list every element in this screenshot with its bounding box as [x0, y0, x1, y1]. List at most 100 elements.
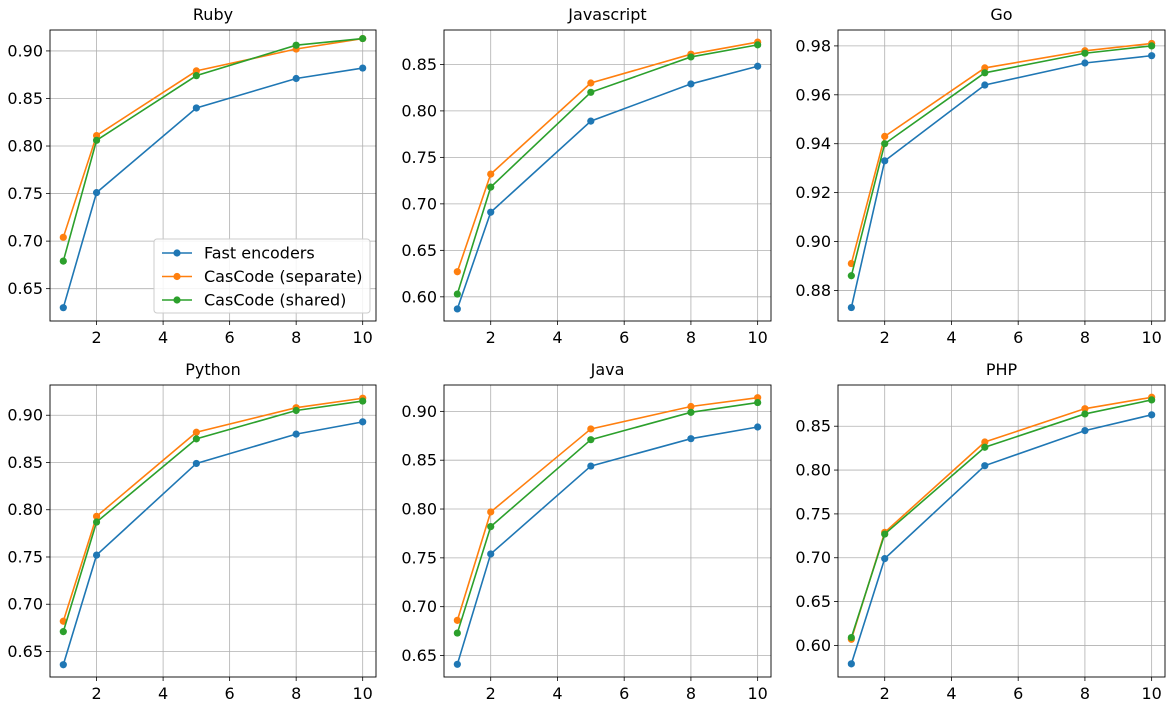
y-tick-label: 0.92: [795, 183, 831, 202]
data-point-fast: [687, 435, 695, 443]
y-tick-label: 0.80: [795, 461, 831, 480]
x-tick-label: 6: [225, 684, 235, 703]
y-tick-label: 0.85: [7, 453, 43, 472]
y-tick-label: 0.98: [795, 36, 831, 55]
x-tick-label: 2: [91, 684, 101, 703]
legend: Fast encoders CasCode (separate) CasCode (…: [153, 238, 371, 314]
y-tick-label: 0.90: [7, 406, 43, 425]
data-point-shared: [487, 523, 495, 531]
data-point-shared: [881, 530, 889, 538]
data-point-fast: [881, 555, 889, 563]
data-point-fast: [92, 551, 101, 559]
y-tick-label: 0.75: [7, 547, 43, 566]
legend-marker-fast: [173, 249, 181, 257]
data-point-fast: [92, 189, 101, 197]
x-tick-label: 6: [619, 328, 629, 347]
data-point-separate: [487, 170, 495, 178]
x-tick-label: 2: [486, 684, 496, 703]
x-tick-label: 10: [353, 328, 373, 347]
y-tick-label: 0.70: [401, 194, 437, 213]
data-point-shared: [754, 398, 762, 407]
data-point-shared: [587, 88, 595, 96]
data-point-separate: [587, 79, 595, 87]
data-point-separate: [847, 259, 855, 268]
data-point-shared: [1081, 49, 1089, 57]
y-tick-label: 0.70: [795, 548, 831, 567]
data-point-shared: [687, 53, 695, 61]
x-tick-label: 8: [1080, 328, 1090, 347]
y-tick-label: 0.88: [795, 281, 831, 300]
x-tick-label: 6: [1013, 328, 1023, 347]
y-tick-label: 0.80: [7, 500, 43, 519]
data-point-fast: [487, 550, 495, 558]
data-point-fast: [981, 81, 989, 89]
data-point-shared: [192, 72, 200, 80]
y-tick-label: 0.90: [7, 41, 43, 60]
x-tick-label: 8: [1080, 684, 1090, 703]
data-point-fast: [981, 462, 989, 470]
plot-area: [444, 385, 771, 677]
legend-box: [153, 238, 371, 314]
data-point-fast: [359, 418, 367, 426]
data-point-shared: [453, 290, 461, 298]
data-point-fast: [453, 305, 461, 313]
data-point-separate: [981, 438, 989, 446]
chart-panel-php: 2 4 6 8 10 0.60 0.65 0.70 0.75 0.80 0.85 PHP: [795, 360, 1166, 703]
legend-marker-shared: [173, 296, 181, 304]
data-point-shared: [587, 436, 595, 444]
y-tick-label: 0.75: [7, 184, 43, 203]
data-point-separate: [453, 616, 461, 624]
x-tick-label: 10: [747, 684, 767, 703]
x-tick-label: 6: [1013, 684, 1023, 703]
x-tick-label: 8: [686, 328, 696, 347]
y-tick-label: 0.85: [401, 55, 437, 74]
x-tick-label: 8: [291, 328, 301, 347]
y-tick-label: 0.75: [401, 148, 437, 167]
y-tick-label: 0.90: [401, 402, 437, 421]
x-tick-label: 4: [552, 684, 562, 703]
data-point-fast: [587, 117, 595, 125]
data-point-fast: [359, 64, 367, 72]
data-point-fast: [1081, 59, 1089, 67]
chart-title: Java: [590, 360, 625, 379]
y-tick-label: 0.70: [7, 232, 43, 251]
y-tick-label: 0.80: [401, 101, 437, 120]
data-point-fast: [487, 208, 495, 216]
x-tick-label: 4: [552, 328, 562, 347]
data-point-fast: [192, 104, 200, 112]
x-tick-label: 2: [880, 328, 890, 347]
data-point-fast: [1148, 52, 1156, 60]
data-point-fast: [59, 304, 67, 312]
data-point-fast: [881, 157, 889, 165]
chart-title: Ruby: [193, 5, 233, 24]
chart-panel-python: 2 4 6 8 10 0.65 0.70 0.75 0.80 0.85 0.90 Python: [7, 360, 377, 703]
legend-label-shared: CasCode (shared): [204, 291, 346, 310]
y-tick-label: 0.90: [795, 232, 831, 251]
x-tick-label: 2: [880, 684, 890, 703]
data-point-shared: [59, 628, 67, 636]
data-point-fast: [1081, 426, 1089, 435]
x-tick-label: 10: [747, 328, 767, 347]
data-point-shared: [1148, 396, 1156, 404]
chart-panel-java: 2 4 6 8 10 0.65 0.70 0.75 0.80 0.85 0.90 Java: [401, 360, 772, 703]
x-tick-label: 2: [91, 328, 101, 347]
legend-marker-separate: [173, 272, 181, 281]
y-tick-label: 0.75: [795, 504, 831, 523]
y-tick-label: 0.65: [7, 279, 43, 298]
data-point-fast: [192, 459, 200, 468]
data-point-separate: [1081, 405, 1089, 413]
y-tick-label: 0.75: [401, 548, 437, 567]
plot-area: [838, 30, 1165, 321]
data-point-fast: [292, 74, 300, 83]
y-tick-label: 0.85: [7, 89, 43, 108]
data-point-separate: [92, 512, 101, 520]
x-tick-label: 2: [486, 328, 496, 347]
y-tick-label: 0.60: [795, 636, 831, 655]
x-tick-label: 8: [291, 684, 301, 703]
y-tick-label: 0.96: [795, 85, 831, 104]
data-point-fast: [587, 462, 595, 470]
legend-label-separate: CasCode (separate): [204, 267, 362, 286]
y-tick-label: 0.65: [7, 642, 43, 661]
